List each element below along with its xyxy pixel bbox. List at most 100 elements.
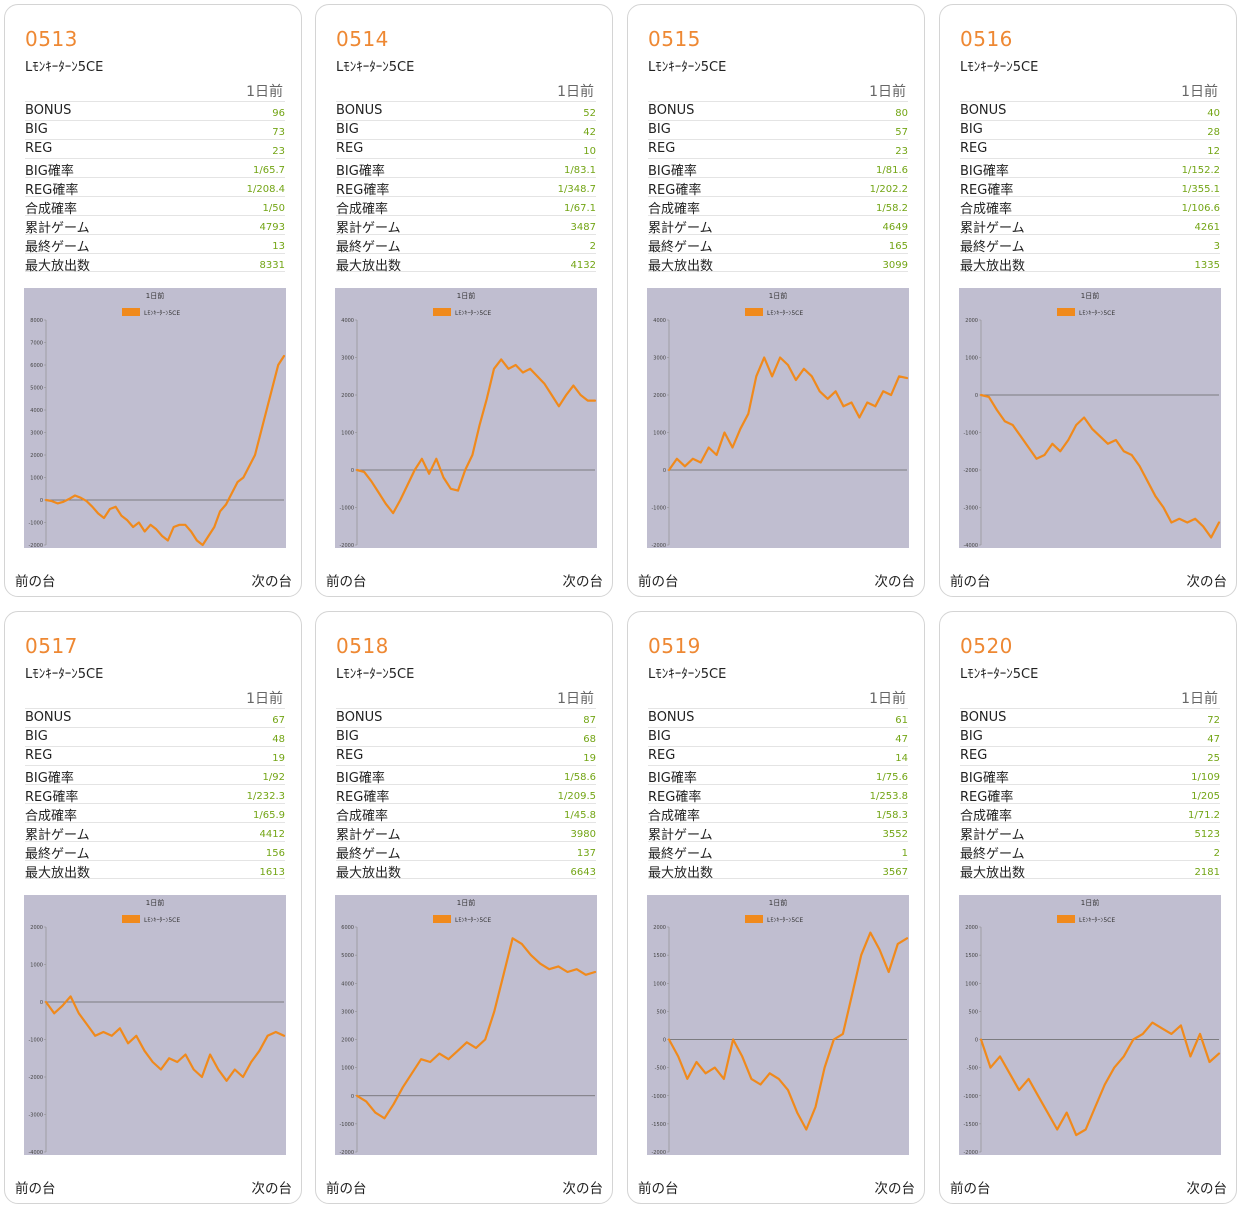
stat-row: BIG確率 1/83.1 [336,158,596,179]
stat-value: 1/355.1 [1181,184,1220,195]
stat-row: 最大放出数 3099 [648,253,908,274]
stat-row: 最大放出数 2181 [960,860,1220,881]
stat-label: 最大放出数 [336,259,402,274]
stat-value: 1/75.6 [876,772,908,783]
stat-value: 5123 [1194,829,1220,840]
stat-row: 最大放出数 1335 [960,253,1220,274]
stat-row: BIG確率 1/152.2 [960,158,1220,179]
prev-machine-link[interactable]: 前の台 [950,574,991,590]
y-tick-label: 4000 [341,981,354,987]
column-header-day: 1日前 [1181,84,1218,100]
stat-row: BIG確率 1/109 [960,765,1220,786]
stat-value: 23 [272,146,285,157]
legend-label: Lﾓﾝｷｰﾀｰﾝ5CE [767,310,803,317]
chart-title: 1日前 [1081,291,1099,300]
machine-number[interactable]: 0513 [25,27,78,51]
stat-label: 最終ゲーム [336,240,401,255]
stat-label: REG [960,141,988,156]
stat-value: 96 [272,108,285,119]
machine-number[interactable]: 0515 [648,27,701,51]
y-tick-label: 2000 [30,453,43,459]
prev-machine-link[interactable]: 前の台 [326,574,367,590]
slump-line [667,931,909,1131]
stat-label: BIG [648,729,671,744]
stat-value: 1/348.7 [557,184,596,195]
y-tick-label: 4000 [653,318,666,324]
stat-label: BIG [336,729,359,744]
stats-table: BONUS 87 BIG 68 REG 19 BIG確率 1/58.6 REG確… [336,708,596,881]
machine-card: 0517 Lﾓﾝｷｰﾀｰﾝ5CE 1日前 BONUS 67 BIG 48 REG… [4,611,302,1204]
stat-label: 累計ゲーム [336,828,401,843]
stat-value: 3980 [570,829,596,840]
next-machine-link[interactable]: 次の台 [1186,574,1228,590]
stat-row: BIG確率 1/58.6 [336,765,596,786]
stat-label: 合成確率 [960,809,1013,824]
column-header-day: 1日前 [557,84,594,100]
prev-machine-link[interactable]: 前の台 [15,574,56,590]
stat-value: 1613 [259,867,285,878]
stat-value: 6643 [570,867,596,878]
stat-value: 12 [1207,146,1220,157]
stat-label: 最終ゲーム [960,240,1025,255]
prev-machine-link[interactable]: 前の台 [638,1181,679,1197]
prev-machine-link[interactable]: 前の台 [950,1181,991,1197]
stat-row: REG確率 1/253.8 [648,784,908,805]
stat-label: 累計ゲーム [648,828,713,843]
slump-line [979,1021,1221,1137]
stat-value: 1/81.6 [876,165,908,176]
next-machine-link[interactable]: 次の台 [874,1181,916,1197]
stat-value: 1 [901,848,908,859]
chart-background [959,288,1221,548]
y-tick-label: -1000 [28,521,43,527]
stat-label: 最終ゲーム [336,847,401,862]
stat-value: 1/58.3 [876,810,908,821]
y-tick-label: -3000 [28,1113,43,1119]
next-machine-link[interactable]: 次の台 [251,1181,293,1197]
slump-line [44,995,286,1082]
machine-number[interactable]: 0517 [25,634,78,658]
y-tick-label: 2000 [653,393,666,399]
stat-value: 19 [583,753,596,764]
stat-row: 最終ゲーム 165 [648,234,908,255]
stat-value: 1/109 [1191,772,1220,783]
legend-swatch [433,308,451,316]
stat-row: 最終ゲーム 2 [336,234,596,255]
next-machine-link[interactable]: 次の台 [874,574,916,590]
stat-value: 4261 [1194,222,1220,233]
prev-machine-link[interactable]: 前の台 [326,1181,367,1197]
next-machine-link[interactable]: 次の台 [562,574,604,590]
machine-number[interactable]: 0519 [648,634,701,658]
stat-value: 40 [1207,108,1220,119]
machine-number[interactable]: 0514 [336,27,389,51]
y-tick-label: 3000 [341,356,354,362]
machine-number[interactable]: 0516 [960,27,1013,51]
y-tick-label: 2000 [30,925,43,931]
next-machine-link[interactable]: 次の台 [1186,1181,1228,1197]
chart-title: 1日前 [146,898,164,907]
prev-machine-link[interactable]: 前の台 [15,1181,56,1197]
stat-value: 73 [272,127,285,138]
y-tick-label: 6000 [30,363,43,369]
stat-value: 3 [1213,241,1220,252]
machine-card: 0518 Lﾓﾝｷｰﾀｰﾝ5CE 1日前 BONUS 87 BIG 68 REG… [315,611,613,1204]
stat-value: 3567 [882,867,908,878]
stat-value: 72 [1207,715,1220,726]
stat-value: 165 [888,241,908,252]
stat-label: 最大放出数 [648,866,714,881]
legend-swatch [745,915,763,923]
prev-machine-link[interactable]: 前の台 [638,574,679,590]
slump-graph: 1日前 Lﾓﾝｷｰﾀｰﾝ5CE -2000 -1000 0 1000 2000 3000 400… [647,288,909,548]
machine-card: 0513 Lﾓﾝｷｰﾀｰﾝ5CE 1日前 BONUS 96 BIG 73 REG… [4,4,302,597]
machine-number[interactable]: 0520 [960,634,1013,658]
y-tick-label: -2000 [651,543,666,548]
next-machine-link[interactable]: 次の台 [251,574,293,590]
y-tick-label: 3000 [341,1009,354,1015]
next-machine-link[interactable]: 次の台 [562,1181,604,1197]
stat-label: 累計ゲーム [648,221,713,236]
stat-row: 最終ゲーム 156 [25,841,285,862]
y-tick-label: 5000 [30,386,43,392]
y-tick-label: -1000 [651,1094,666,1100]
stat-row: REG 23 [25,139,285,158]
y-tick-label: 1000 [965,981,978,987]
machine-number[interactable]: 0518 [336,634,389,658]
